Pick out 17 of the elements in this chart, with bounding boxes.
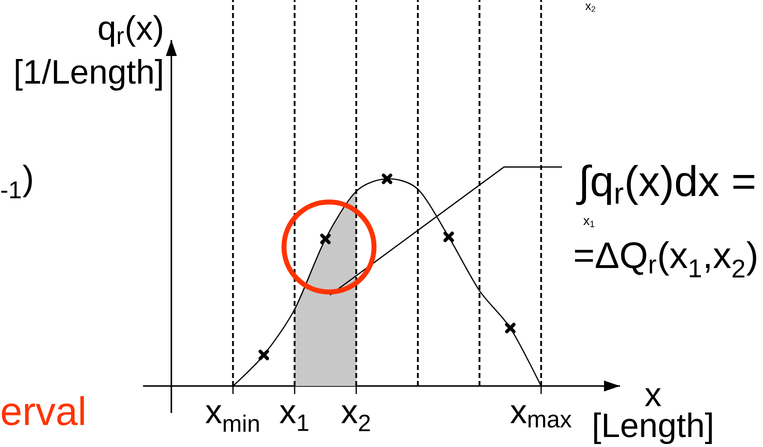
- point: [258, 350, 270, 360]
- x-tick-label: x$_{2}$: [341, 405, 370, 432]
- point: [382, 174, 392, 184]
- x-tick-label: x$_{max}$: [510, 405, 572, 428]
- x-tick-label: x$_{min}$: [206, 405, 259, 432]
- point: [320, 234, 331, 244]
- text: x$_{1}$: [583, 218, 594, 228]
- y-axis-title: q$_{r}$(x) [1/Length]: [16, 15, 162, 91]
- x-axis-title: x [Length]: [594, 388, 712, 444]
- point: [505, 322, 516, 334]
- text: =ΔQ$_{r}$(x$_{1}$,x$_{2}$): [575, 241, 756, 278]
- x-tick-label: x$_{1}$: [280, 405, 308, 431]
- text: $_{-1}$): [1, 164, 32, 198]
- text: x$_{2}$: [585, 4, 596, 12]
- point: [443, 232, 454, 242]
- text: ∫q$_{r}$(x)dx =: [576, 164, 754, 206]
- text: erval: [2, 396, 84, 426]
